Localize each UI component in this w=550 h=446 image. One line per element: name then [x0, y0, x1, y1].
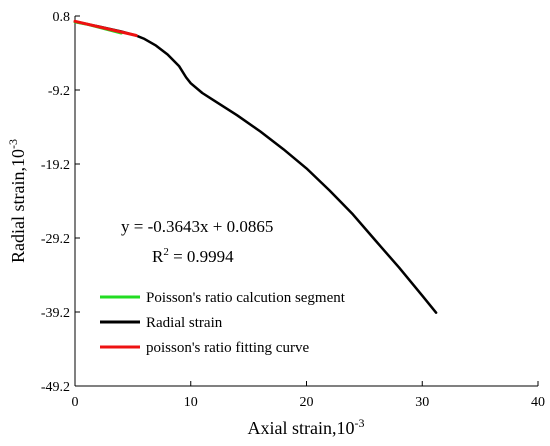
series-layer [73, 19, 438, 314]
y-tick-label: -29.2 [41, 232, 70, 247]
legend: Poisson's ratio calcution segment Radial… [100, 290, 346, 356]
x-tick-label: 30 [415, 395, 429, 410]
fit-r2: R2 = 0.9994 [152, 246, 234, 266]
legend-label-radial-strain: Radial strain [146, 315, 223, 331]
fit-r2-prefix: R [152, 247, 164, 266]
x-ticks: 0 10 20 30 40 [72, 381, 545, 410]
y-tick-label: -49.2 [41, 380, 70, 395]
x-tick-label: 0 [72, 395, 79, 410]
x-axis-title: Axial strain,10-3 [248, 416, 365, 438]
y-ticks: 0.8 -9.2 -19.2 -29.2 -39.2 -49.2 [41, 10, 80, 395]
x-tick-label: 40 [531, 395, 545, 410]
x-axis-title-text: Axial strain,10 [248, 418, 355, 438]
series-radial-strain [73, 20, 438, 314]
fit-r2-value: = 0.9994 [169, 247, 234, 266]
fit-r2-sup: 2 [163, 246, 169, 258]
legend-label-calc-segment: Poisson's ratio calcution segment [146, 290, 346, 306]
fit-equation: y = -0.3643x + 0.0865 [121, 217, 273, 236]
y-tick-label: -19.2 [41, 158, 70, 173]
y-axis-title: Radial strain,10-3 [6, 139, 28, 263]
x-tick-label: 10 [184, 395, 198, 410]
y-tick-label: -39.2 [41, 306, 70, 321]
y-tick-label: -9.2 [48, 84, 70, 99]
legend-label-fitting-curve: poisson's ratio fitting curve [146, 340, 309, 356]
x-tick-label: 20 [300, 395, 314, 410]
y-tick-label: 0.8 [53, 10, 71, 25]
series-fitting-curve [73, 19, 138, 37]
x-axis-title-exp: -3 [354, 416, 364, 430]
y-axis-title-text: Radial strain,10 [8, 149, 28, 263]
y-axis-title-exp: -3 [6, 139, 20, 149]
